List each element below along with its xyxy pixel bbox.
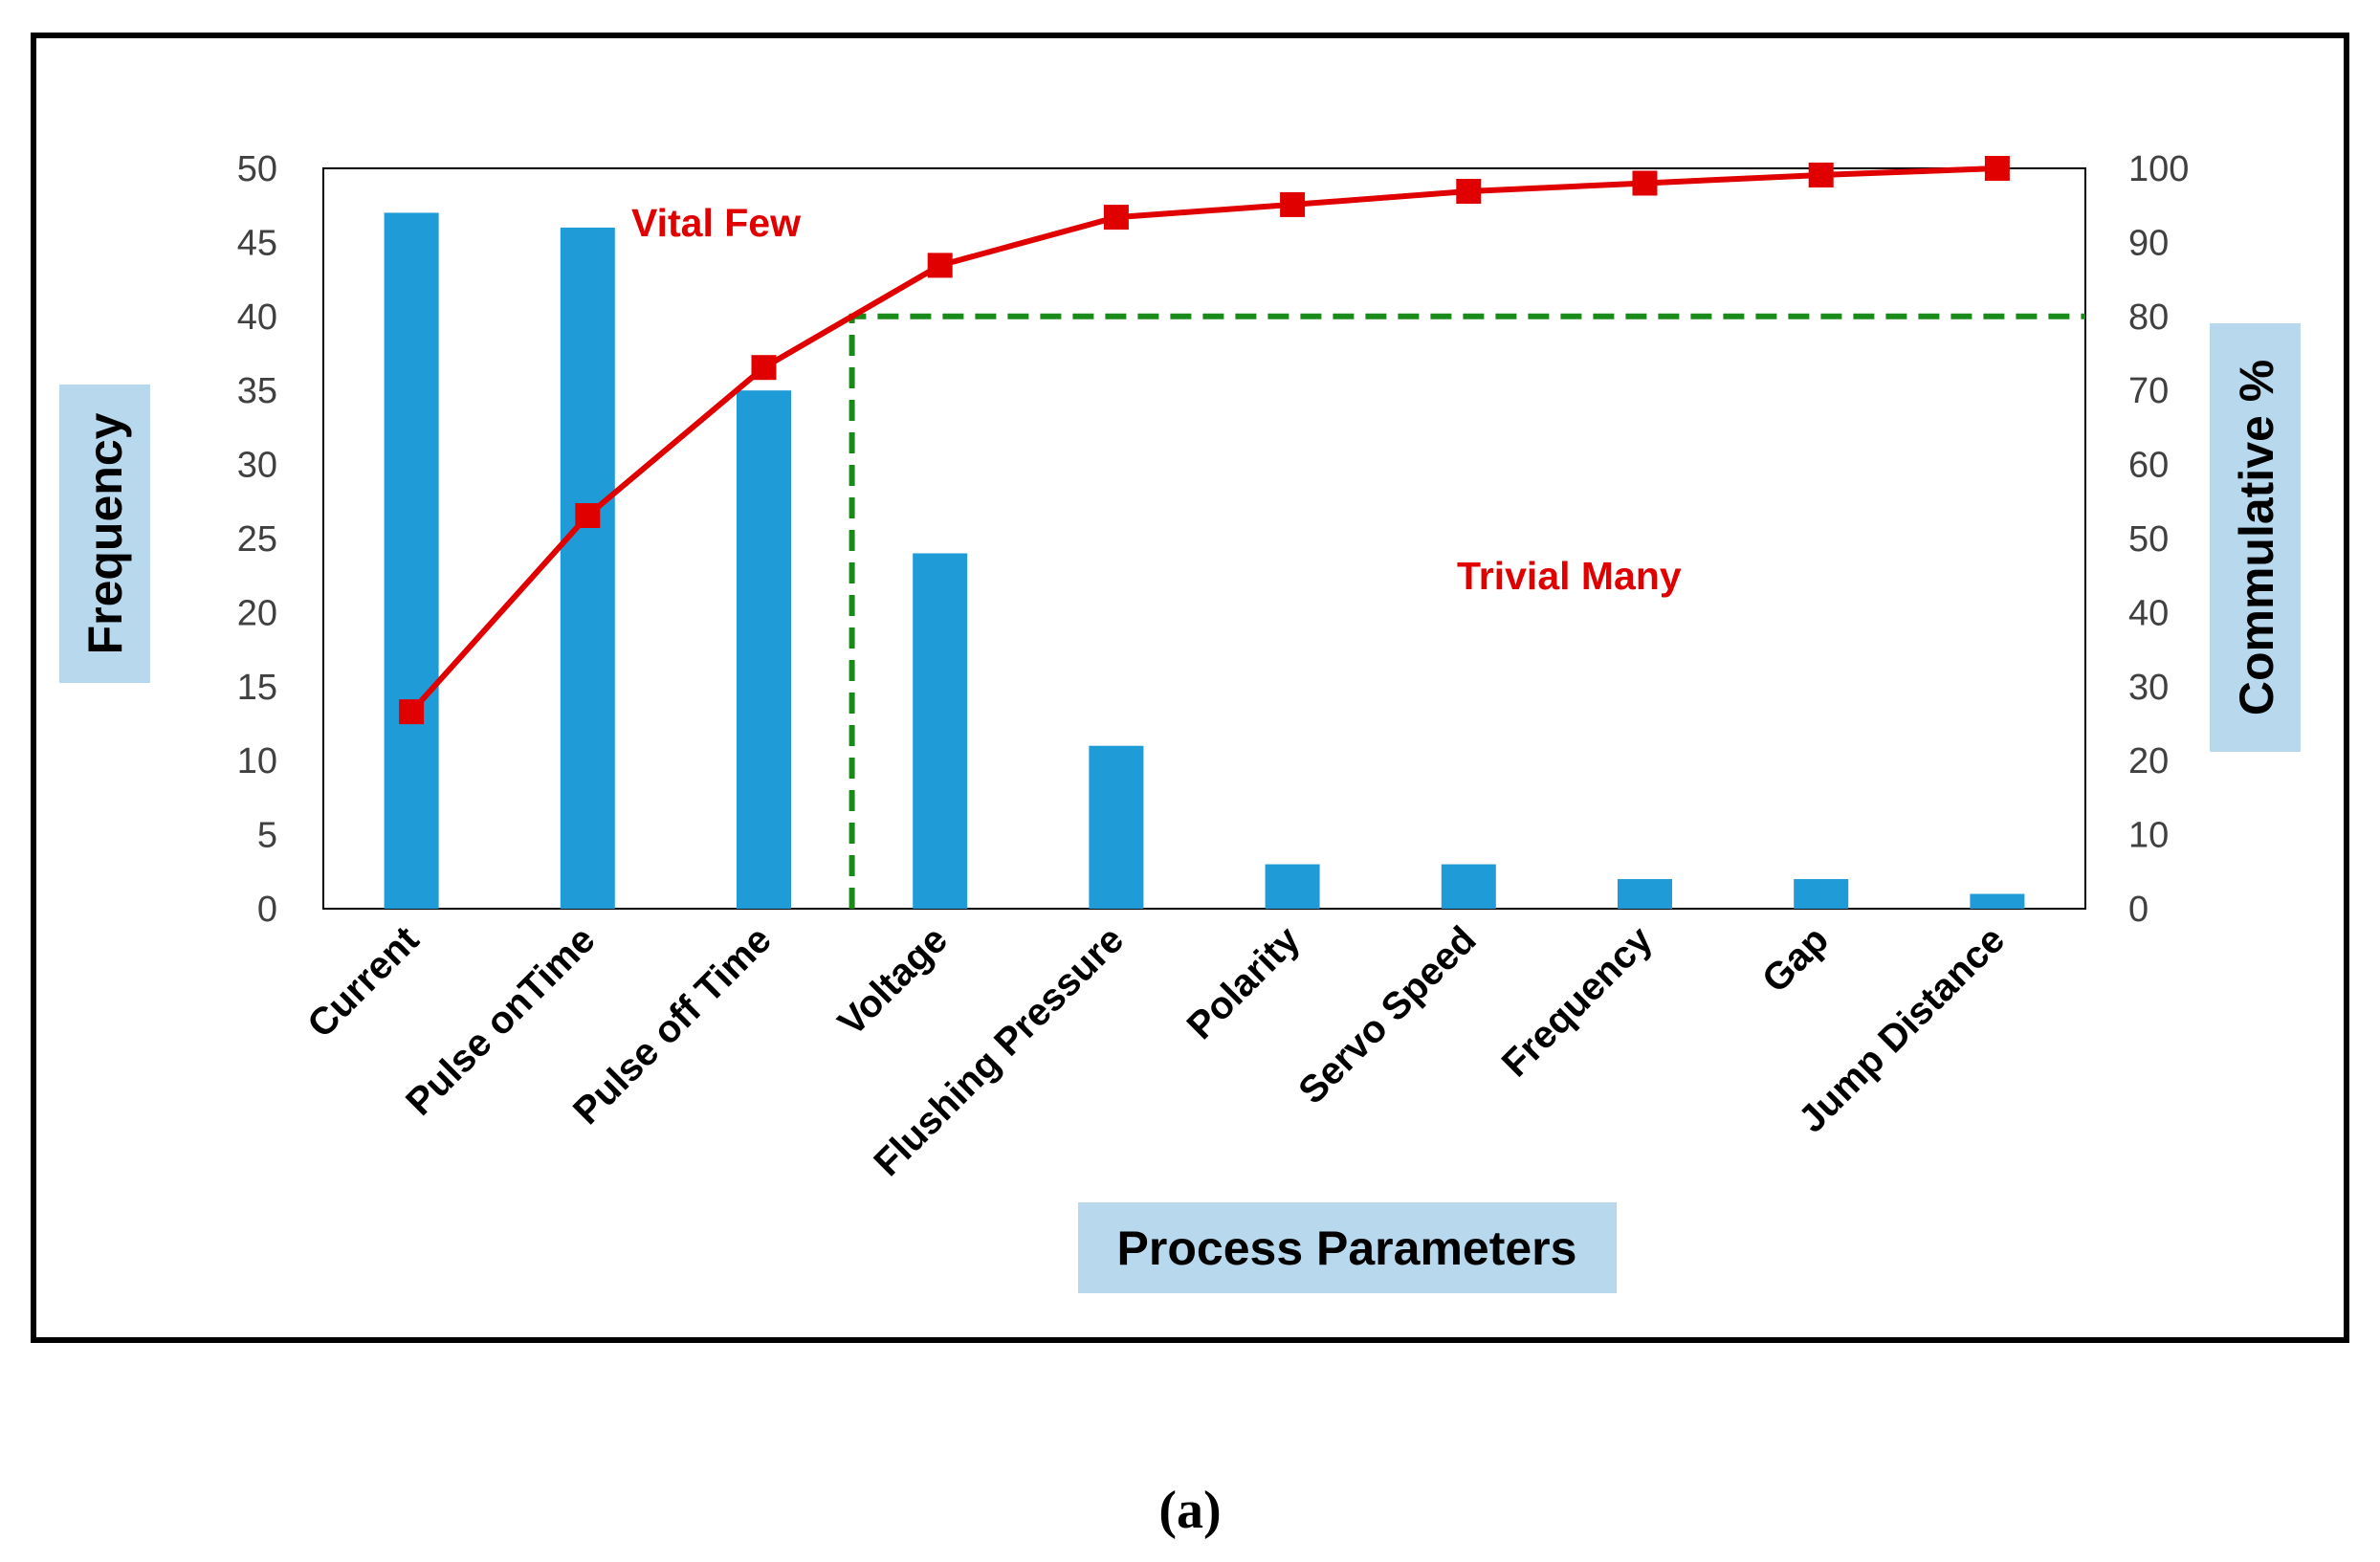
y2-axis-title-bg bbox=[2210, 323, 2301, 752]
cumulative-marker bbox=[1103, 205, 1129, 231]
bar bbox=[1794, 879, 1849, 909]
annotation-trivial-many: Trivial Many bbox=[1457, 554, 1682, 598]
y-tick-label: 10 bbox=[237, 741, 277, 781]
bar bbox=[560, 227, 615, 910]
y2-axis-title: Commulative % bbox=[2230, 360, 2283, 715]
cumulative-line bbox=[408, 165, 1998, 715]
bar bbox=[1265, 864, 1320, 909]
y2-tick-label: 50 bbox=[2128, 519, 2169, 560]
y-tick-label: 20 bbox=[237, 593, 277, 633]
y-axis-title-bg bbox=[59, 385, 150, 683]
y-tick-label: 40 bbox=[237, 297, 277, 338]
cumulative-marker bbox=[1984, 156, 2010, 181]
y2-tick-label: 40 bbox=[2128, 593, 2169, 633]
figure-caption: (a) bbox=[1158, 1481, 1221, 1540]
y-tick-label: 5 bbox=[257, 816, 277, 856]
x-axis-title: Process Parameters bbox=[1117, 1221, 1577, 1275]
y-tick-label: 35 bbox=[237, 371, 277, 411]
y-tick-label: 45 bbox=[237, 223, 277, 263]
bar bbox=[1089, 745, 1144, 909]
plot-area bbox=[322, 167, 2086, 910]
y2-tick-label: 90 bbox=[2128, 223, 2169, 263]
bar bbox=[1441, 864, 1496, 909]
bar bbox=[737, 390, 791, 909]
x-axis-title-bg bbox=[1078, 1202, 1617, 1293]
cumulative-marker bbox=[1456, 178, 1482, 204]
bar bbox=[913, 553, 968, 909]
annotation-vital-few: Vital Few bbox=[631, 201, 801, 245]
y-tick-label: 30 bbox=[237, 446, 277, 486]
y-tick-label: 15 bbox=[237, 668, 277, 708]
cumulative-marker bbox=[751, 355, 777, 381]
cumulative-marker bbox=[575, 503, 601, 529]
y2-tick-label: 80 bbox=[2128, 297, 2169, 338]
y-tick-label: 0 bbox=[257, 890, 277, 930]
y-tick-label: 50 bbox=[237, 149, 277, 189]
y2-tick-label: 70 bbox=[2128, 371, 2169, 411]
y-axis-ticks: 0 5 10 15 20 25 30 35 40 45 50 bbox=[237, 149, 277, 930]
y2-tick-label: 0 bbox=[2128, 890, 2149, 930]
bar bbox=[1618, 879, 1672, 909]
bar bbox=[1970, 893, 2025, 909]
y-axis-title: Frequency bbox=[78, 412, 132, 654]
bar-series bbox=[384, 212, 2025, 910]
cumulative-marker bbox=[1632, 170, 1658, 196]
y2-tick-label: 10 bbox=[2128, 816, 2169, 856]
bar bbox=[384, 212, 439, 909]
cumulative-marker bbox=[1280, 191, 1306, 217]
y2-axis-ticks: 0 10 20 30 40 50 60 70 80 90 100 bbox=[2128, 149, 2189, 930]
y2-tick-label: 20 bbox=[2128, 741, 2169, 781]
cumulative-series bbox=[399, 156, 2010, 725]
cumulative-marker bbox=[399, 699, 425, 725]
y2-tick-label: 100 bbox=[2128, 149, 2189, 189]
y-tick-label: 25 bbox=[237, 519, 277, 560]
y2-tick-label: 30 bbox=[2128, 668, 2169, 708]
cumulative-marker bbox=[927, 253, 953, 278]
cumulative-marker bbox=[1808, 162, 1834, 187]
y2-tick-label: 60 bbox=[2128, 446, 2169, 486]
